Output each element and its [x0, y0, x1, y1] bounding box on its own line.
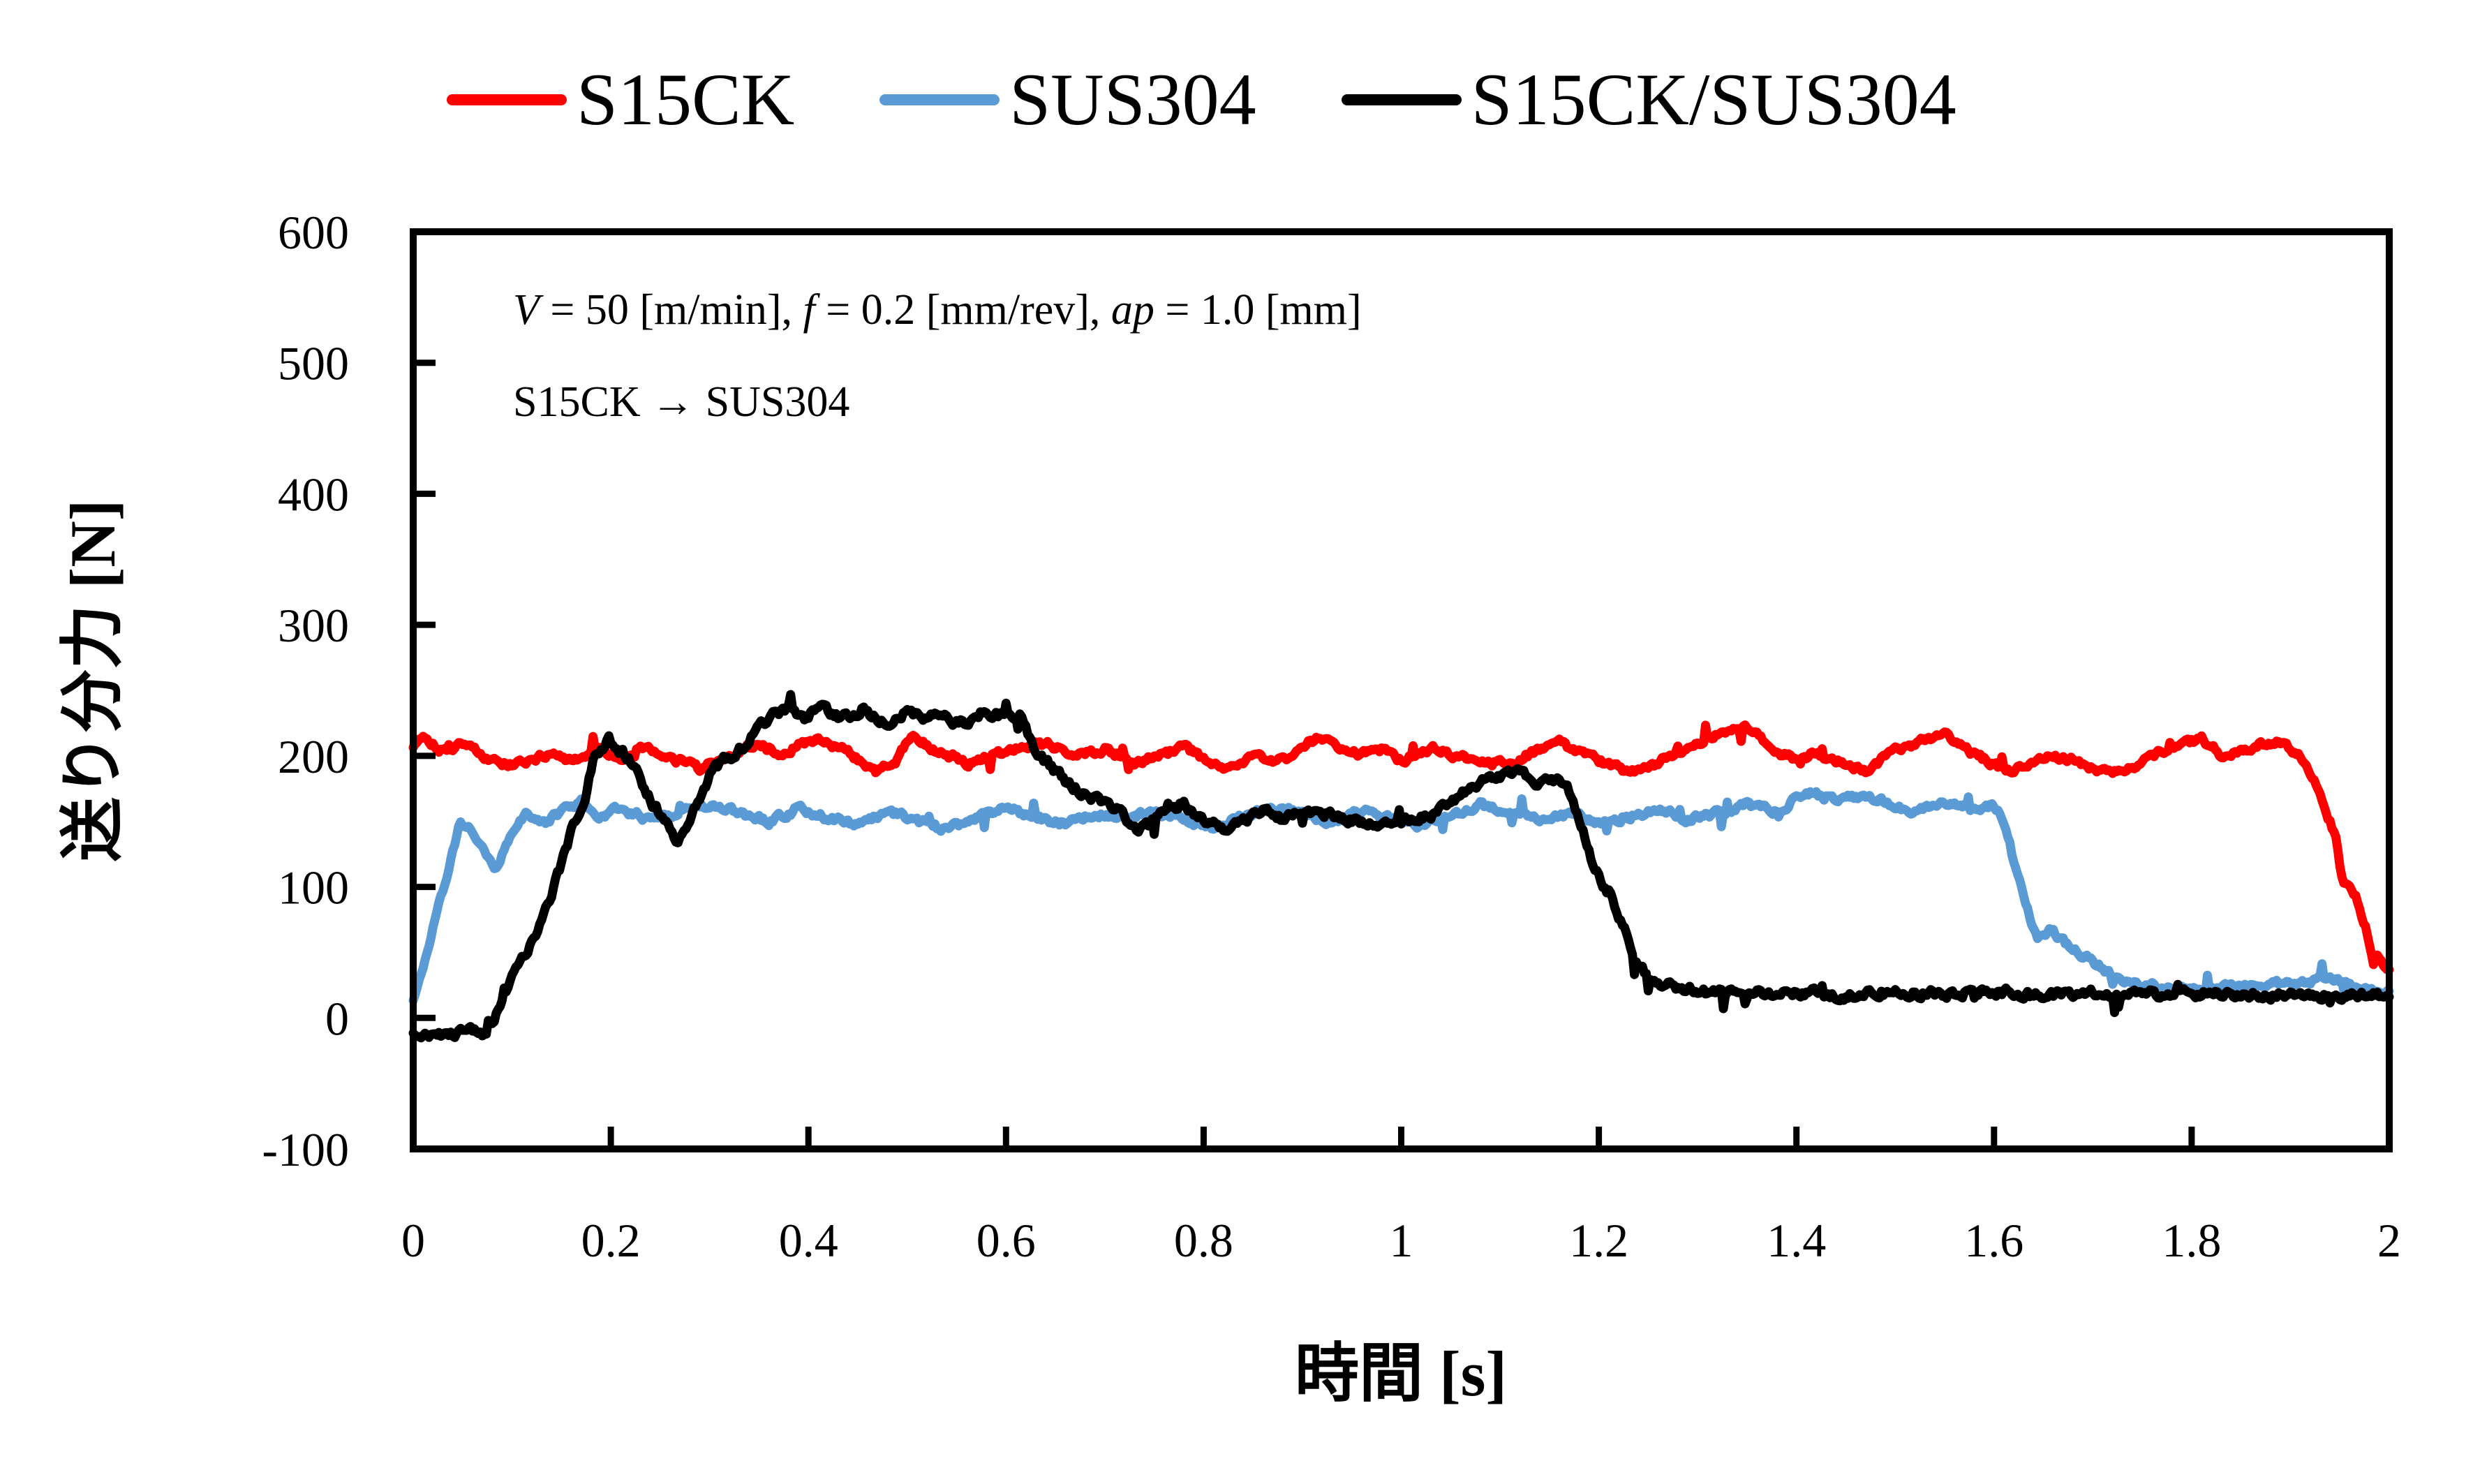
conditions-line-1: V = 50 [m/min], f = 0.2 [mm/rev], ap = 1… — [513, 286, 1362, 334]
legend-swatch-s15ck-sus304 — [1341, 94, 1462, 105]
y-tick-label: 200 — [278, 730, 349, 783]
y-tick-label: 300 — [278, 599, 349, 652]
legend-label-sus304: SUS304 — [1009, 59, 1256, 140]
x-tick-label: 0.2 — [581, 1214, 641, 1267]
legend-item-s15ck-sus304: S15CK/SUS304 — [1341, 59, 1956, 140]
series-line-s15ck-sus304 — [408, 690, 2394, 1043]
legend-swatch-s15ck — [447, 94, 567, 105]
x-tick-label: 2 — [2377, 1214, 2401, 1267]
x-tick-label: 0.8 — [1174, 1214, 1233, 1267]
legend-item-sus304: SUS304 — [879, 63, 1256, 137]
legend-label-s15ck-sus304: S15CK/SUS304 — [1471, 59, 1956, 140]
x-tick-label: 1.6 — [1964, 1214, 2023, 1267]
y-tick-label: -100 — [262, 1123, 349, 1176]
legend-label-s15ck: S15CK — [577, 59, 795, 140]
y-axis-title: 送り分力 [N] — [57, 499, 128, 862]
y-tick-label: 0 — [325, 992, 349, 1045]
y-tick-label: 400 — [278, 468, 349, 521]
x-tick-label: 0 — [401, 1214, 425, 1267]
var-ap: ap — [1111, 286, 1154, 334]
x-tick-label: 1.8 — [2162, 1214, 2221, 1267]
conditions-line-2: S15CK → SUS304 — [513, 378, 850, 426]
x-tick-label: 0.6 — [976, 1214, 1036, 1267]
x-tick-label: 0.4 — [779, 1214, 838, 1267]
x-axis-title: 時間 [s] — [1294, 1338, 1508, 1409]
var-f: f — [803, 286, 815, 334]
x-tick-label: 1.2 — [1569, 1214, 1628, 1267]
x-tick-label: 1.4 — [1767, 1214, 1826, 1267]
legend: S15CK SUS304 S15CK/SUS304 — [447, 54, 1956, 145]
conditions-annotation: V = 50 [m/min], f = 0.2 [mm/rev], ap = 1… — [513, 264, 1362, 448]
x-tick-label: 1 — [1390, 1214, 1413, 1267]
y-tick-label: 500 — [278, 337, 349, 390]
series-line-s15ck — [408, 720, 2394, 974]
legend-item-s15ck: S15CK — [447, 63, 794, 137]
var-v: V — [513, 286, 540, 334]
y-tick-label: 600 — [278, 206, 349, 259]
legend-swatch-sus304 — [879, 94, 1000, 105]
y-tick-label: 100 — [278, 861, 349, 914]
